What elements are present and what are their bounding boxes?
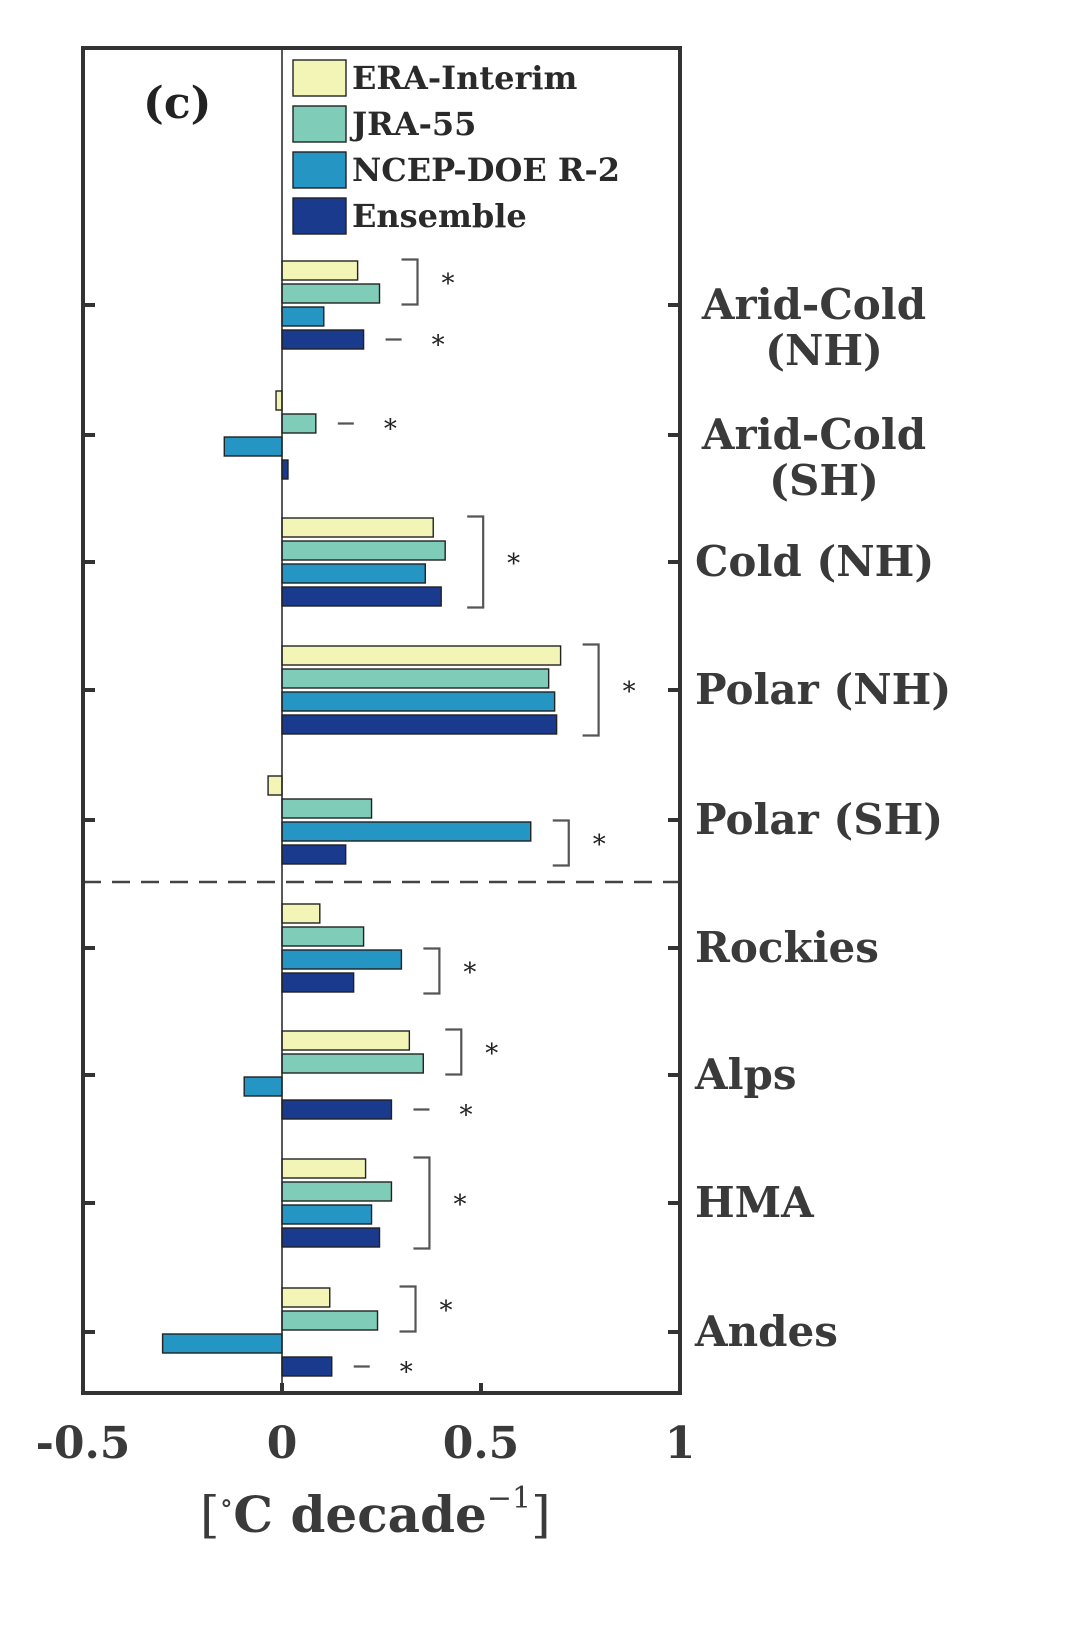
- bar-ncep-doe-r-2-6: [281, 949, 403, 970]
- bar-ncep-doe-r-2-2: [223, 436, 283, 457]
- x-tick-label: 1: [665, 1418, 696, 1469]
- bar-jra-55-7: [281, 1053, 424, 1074]
- legend-swatch-ensemble: [292, 197, 347, 235]
- bar-ensemble-3: [281, 586, 442, 607]
- category-label: Cold (NH): [695, 537, 934, 586]
- category-label-line2: (SH): [769, 456, 879, 505]
- bar-ensemble-2: [281, 459, 289, 480]
- significance-star: *: [623, 677, 636, 707]
- category-labels: Arid-Cold(NH)Arid-Cold(SH)Cold (NH)Polar…: [694, 280, 951, 1356]
- bar-era-interim-4: [281, 645, 562, 666]
- bar-ensemble-5: [281, 844, 347, 865]
- legend-label-ncep-doe-r-2: NCEP-DOE R-2: [352, 151, 620, 189]
- bars-layer: [161, 260, 562, 1377]
- significance-bracket: [552, 819, 570, 867]
- significance-bracket: [467, 515, 485, 609]
- x-axis-label: [∘C decade−1]: [200, 1481, 551, 1544]
- plot-frame: [81, 46, 682, 1395]
- bar-era-interim-3: [281, 517, 434, 538]
- significance-star: *: [442, 269, 455, 299]
- bar-ncep-doe-r-2-3: [281, 563, 426, 584]
- significance-star: *: [440, 1296, 453, 1326]
- bar-ncep-doe-r-2-4: [281, 691, 556, 712]
- legend-label-era-interim: ERA-Interim: [352, 59, 577, 97]
- bar-era-interim-2: [275, 390, 283, 411]
- significance-layer: * * * * * * * * * * * *: [337, 258, 636, 1388]
- bar-ensemble-9: [281, 1356, 333, 1377]
- category-label: Polar (SH): [695, 795, 943, 844]
- bar-era-interim-6: [281, 903, 321, 924]
- bar-ensemble-8: [281, 1227, 381, 1248]
- category-label-line2: (NH): [765, 326, 883, 375]
- legend: ERA-Interim JRA-55 NCEP-DOE R-2 Ensemble: [292, 59, 620, 235]
- bar-jra-55-4: [281, 668, 550, 689]
- significance-bracket: [423, 947, 441, 995]
- bar-jra-55-5: [281, 798, 373, 819]
- significance-bracket: [399, 1285, 417, 1333]
- axis-ticks: [81, 303, 682, 1393]
- category-label: Rockies: [695, 923, 879, 972]
- x-tick-label: -0.5: [36, 1418, 131, 1469]
- bar-ensemble-7: [281, 1099, 393, 1120]
- category-label: Alps: [694, 1050, 797, 1099]
- significance-star: *: [463, 958, 476, 988]
- bar-ensemble-6: [281, 972, 355, 993]
- legend-label-jra-55: JRA-55: [349, 105, 476, 143]
- significance-star: *: [459, 1101, 472, 1131]
- bar-ncep-doe-r-2-9: [161, 1333, 283, 1354]
- bar-era-interim-1: [281, 260, 359, 281]
- legend-swatch-jra-55: [292, 105, 347, 143]
- panel-label: (c): [143, 78, 211, 129]
- bar-jra-55-1: [281, 283, 381, 304]
- x-axis-label-degree: ∘: [220, 1486, 234, 1519]
- category-label: Andes: [694, 1307, 838, 1356]
- significance-star: *: [485, 1039, 498, 1069]
- bar-jra-55-2: [281, 413, 317, 434]
- significance-bracket: [582, 643, 600, 737]
- bar-ncep-doe-r-2-7: [243, 1076, 283, 1097]
- x-axis-label-close: ]: [531, 1486, 551, 1544]
- bar-era-interim-9: [281, 1287, 331, 1308]
- legend-label-ensemble: Ensemble: [352, 197, 527, 235]
- category-label: HMA: [695, 1178, 815, 1227]
- significance-star: *: [400, 1358, 413, 1388]
- category-label: Polar (NH): [695, 665, 951, 714]
- significance-star: *: [432, 331, 445, 361]
- significance-star: *: [593, 830, 606, 860]
- significance-star: *: [384, 415, 397, 445]
- x-tick-label: 0.5: [443, 1418, 520, 1469]
- significance-bracket: [445, 1028, 463, 1076]
- category-label: Arid-Cold: [701, 410, 926, 459]
- legend-swatch-era-interim: [292, 59, 347, 97]
- bar-ensemble-1: [281, 329, 365, 350]
- category-label: Arid-Cold: [701, 280, 926, 329]
- bar-era-interim-7: [281, 1030, 411, 1051]
- bar-era-interim-8: [281, 1158, 367, 1179]
- significance-bracket: [401, 258, 419, 306]
- bar-ncep-doe-r-2-1: [281, 306, 325, 327]
- x-tick-labels: -0.5 0 0.5 1: [36, 1418, 696, 1469]
- x-axis-label-open: [: [200, 1486, 220, 1544]
- bar-jra-55-6: [281, 926, 365, 947]
- bar-jra-55-9: [281, 1310, 379, 1331]
- legend-swatch-ncep-doe-r-2: [292, 151, 347, 189]
- x-tick-label: 0: [267, 1418, 298, 1469]
- significance-star: *: [453, 1190, 466, 1220]
- significance-star: *: [507, 549, 520, 579]
- bar-ncep-doe-r-2-5: [281, 821, 532, 842]
- bar-jra-55-3: [281, 540, 446, 561]
- bar-jra-55-8: [281, 1181, 393, 1202]
- bar-ensemble-4: [281, 714, 558, 735]
- x-axis-label-exponent: −1: [487, 1481, 531, 1516]
- significance-bracket: [413, 1156, 431, 1250]
- bar-era-interim-5: [267, 775, 283, 796]
- bar-ncep-doe-r-2-8: [281, 1204, 373, 1225]
- x-axis-label-unit: C decade: [233, 1485, 487, 1544]
